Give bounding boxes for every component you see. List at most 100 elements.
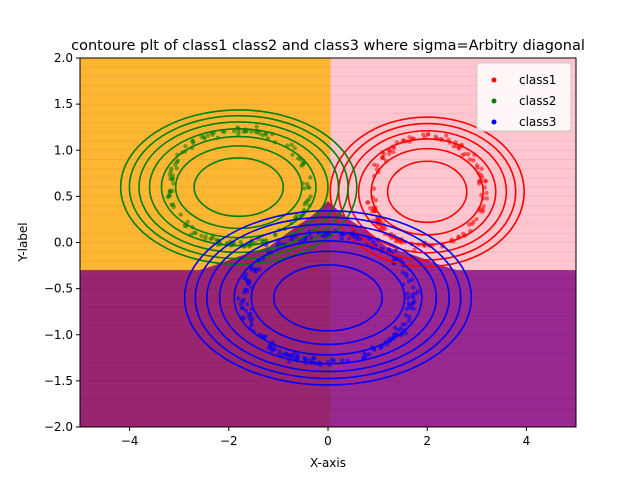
point-class2: [305, 198, 310, 204]
point-class3: [367, 352, 372, 357]
point-class2: [185, 219, 190, 225]
point-class2: [208, 236, 213, 241]
contour-class1: [329, 116, 525, 268]
point-class3: [241, 275, 247, 281]
region-class3: [80, 200, 576, 427]
point-class3: [272, 347, 278, 352]
contour-class2: [128, 114, 349, 260]
point-class2: [175, 158, 181, 163]
point-class3: [340, 358, 345, 363]
point-class2: [222, 129, 227, 135]
point-class1: [391, 145, 397, 151]
point-class2: [308, 194, 313, 199]
point-class2: [249, 129, 254, 134]
point-class3: [386, 248, 392, 253]
point-class2: [190, 138, 195, 144]
point-class1: [367, 205, 373, 211]
point-class3: [406, 278, 412, 284]
point-class1: [481, 204, 486, 209]
point-class3: [412, 291, 418, 296]
y-tick-label: 1.5: [54, 97, 73, 111]
point-class3: [252, 268, 257, 273]
point-class1: [456, 146, 462, 151]
point-class3: [295, 356, 300, 362]
x-tick-label: 0: [324, 434, 332, 448]
point-class1: [476, 178, 482, 184]
point-class1: [387, 151, 392, 156]
point-class1: [480, 207, 486, 212]
point-class1: [381, 224, 386, 230]
point-class3: [249, 322, 255, 327]
point-class3: [411, 295, 416, 301]
legend-box: [476, 62, 572, 132]
contour-class1: [386, 160, 468, 224]
contour-class2: [193, 157, 285, 218]
point-class3: [241, 297, 246, 302]
x-tick-label: −2: [220, 434, 238, 448]
point-class1: [371, 186, 377, 191]
legend-label-class3: class3: [519, 115, 556, 129]
point-class3: [290, 236, 295, 241]
point-class3: [403, 331, 408, 336]
point-class1: [471, 158, 476, 163]
point-class3: [243, 308, 249, 313]
point-class1: [484, 190, 489, 196]
point-class1: [462, 151, 468, 157]
legend-marker-class2: [491, 98, 497, 104]
point-class1: [484, 196, 490, 201]
contour-class3: [218, 231, 438, 365]
point-class2: [203, 234, 208, 239]
point-class2: [199, 233, 204, 239]
point-class2: [171, 204, 176, 210]
point-class1: [467, 157, 473, 162]
point-class1: [391, 149, 396, 155]
y-axis-label: Y-label: [16, 222, 30, 262]
point-class3: [403, 313, 409, 318]
point-class2: [178, 212, 183, 217]
point-class3: [283, 351, 288, 356]
point-class3: [407, 314, 412, 320]
legend-label-class2: class2: [519, 94, 556, 108]
point-class1: [380, 155, 385, 161]
point-class3: [239, 305, 245, 310]
point-class1: [425, 132, 431, 137]
point-class3: [345, 358, 350, 363]
point-class2: [170, 176, 175, 181]
point-class3: [244, 301, 250, 307]
y-tick-label: −1.0: [44, 328, 73, 342]
point-class1: [471, 219, 476, 224]
point-class3: [308, 357, 313, 363]
point-class3: [236, 296, 241, 301]
point-class1: [451, 144, 456, 149]
point-class2: [302, 201, 307, 207]
point-class2: [167, 190, 173, 196]
contour-class3: [183, 209, 473, 386]
point-class3: [405, 291, 410, 297]
point-class3: [405, 295, 411, 301]
contour-class3: [250, 250, 406, 346]
point-class1: [433, 134, 438, 139]
x-axis-label: X-axis: [310, 456, 346, 470]
point-class2: [172, 162, 178, 167]
contour-class2: [148, 127, 329, 247]
y-tick-label: 1.0: [54, 143, 73, 157]
point-class3: [294, 352, 300, 358]
point-class1: [474, 216, 479, 222]
point-class1: [365, 200, 370, 205]
y-tick-label: −0.5: [44, 282, 73, 296]
legend-marker-class3: [491, 119, 497, 125]
point-class2: [174, 165, 179, 171]
x-tick-label: −4: [121, 434, 139, 448]
point-class1: [412, 247, 417, 253]
legend-label-class1: class1: [519, 73, 556, 87]
point-class3: [400, 270, 405, 275]
point-class3: [410, 300, 416, 306]
point-class3: [312, 355, 317, 361]
point-class1: [466, 151, 471, 157]
point-class2: [263, 237, 269, 243]
point-class2: [232, 128, 237, 134]
contour-lines: [119, 109, 525, 386]
point-class3: [407, 318, 412, 323]
chart-title: contoure plt of class1 class2 and class3…: [71, 38, 585, 54]
